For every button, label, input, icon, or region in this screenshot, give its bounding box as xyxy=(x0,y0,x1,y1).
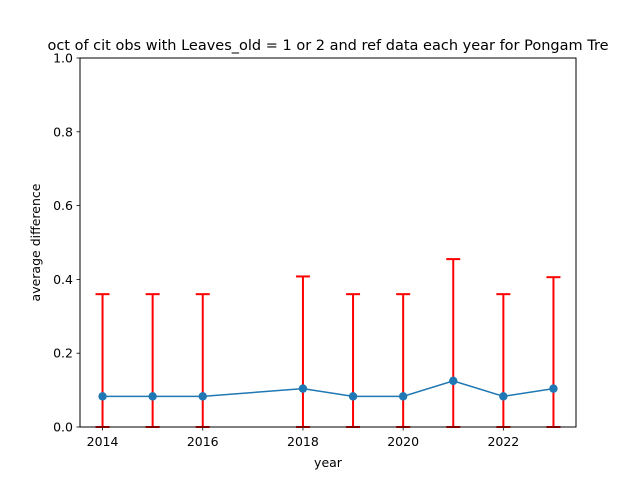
x-axis-label: year xyxy=(314,455,343,470)
y-tick-label: 1.0 xyxy=(53,51,73,66)
x-tick-label: 2014 xyxy=(87,434,119,449)
y-axis-label: average difference xyxy=(28,183,43,301)
data-point xyxy=(198,392,207,401)
x-tick-label: 2016 xyxy=(187,434,219,449)
y-tick-label: 0.4 xyxy=(53,272,73,287)
data-point xyxy=(348,392,358,401)
data-point xyxy=(449,376,458,386)
data-point xyxy=(148,392,157,401)
y-tick-label: 0.0 xyxy=(53,420,73,435)
chart-title: oct of cit obs with Leaves_old = 1 or 2 … xyxy=(47,38,608,54)
plot-area: 0.0 0.2 0.4 0.6 0.8 1.0 2014 2016 2018 2020 2022 xyxy=(53,51,561,449)
y-tick-label: 0.6 xyxy=(53,198,73,213)
x-tick-label: 2020 xyxy=(387,434,419,449)
data-point xyxy=(549,384,558,393)
data-point xyxy=(298,384,308,393)
y-tick-label: 0.2 xyxy=(53,346,73,361)
x-tick-label: 2018 xyxy=(287,434,319,449)
data-point xyxy=(499,392,508,401)
data-point xyxy=(98,392,107,401)
x-tick-label: 2022 xyxy=(487,434,519,449)
y-tick-label: 0.8 xyxy=(53,124,73,139)
data-point xyxy=(398,392,408,401)
axes-frame xyxy=(79,57,577,428)
